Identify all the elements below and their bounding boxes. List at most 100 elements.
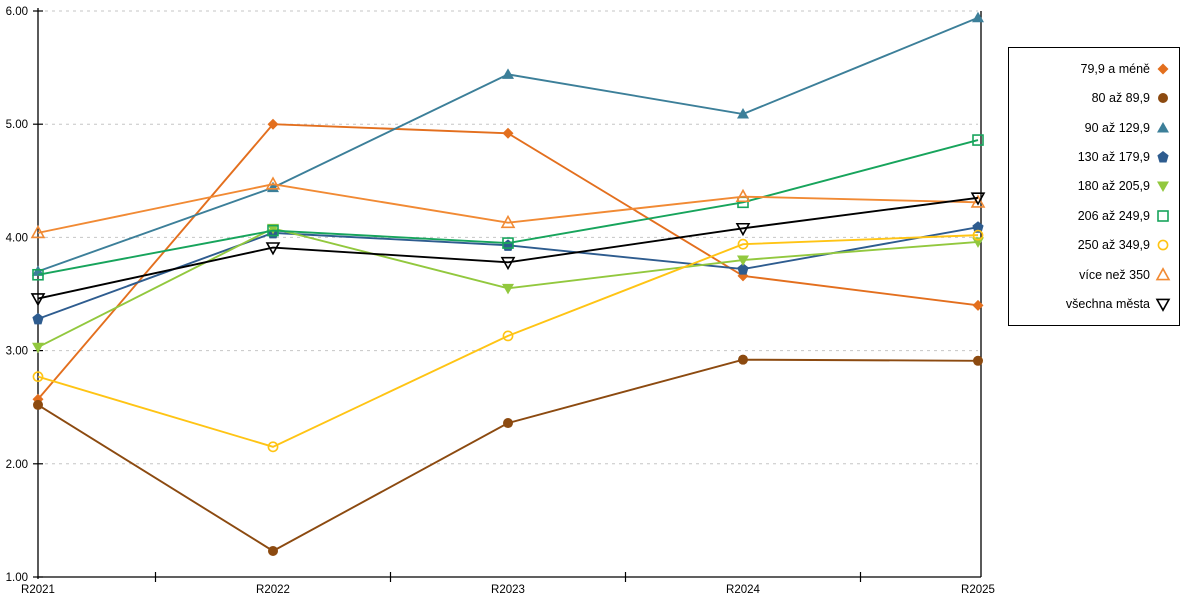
series-80-a-89-9 [33, 354, 983, 556]
legend-item: 250 až 349,9 [1013, 234, 1171, 256]
triangle-down-filled-legend-icon [1157, 181, 1169, 193]
data-point-circle [973, 355, 983, 366]
data-point-triangle-down [972, 237, 984, 248]
x-tick-label: R2023 [491, 584, 525, 596]
series-line [37, 358, 979, 553]
circle-open-legend-icon [1157, 239, 1169, 251]
series-130-a-179-9 [32, 221, 984, 325]
data-point-diamond [267, 118, 279, 130]
data-point-circle [503, 418, 513, 429]
x-tick-label: R2024 [726, 584, 760, 596]
data-point-circle [33, 399, 43, 410]
data-point-pentagon [737, 263, 749, 275]
legend-item: 206 až 249,9 [1013, 205, 1171, 227]
legend-item: 80 až 89,9 [1013, 87, 1171, 109]
legend-item: 180 až 205,9 [1013, 175, 1171, 197]
data-point-triangle-down-open [500, 256, 516, 271]
series-line [37, 196, 979, 300]
data-point-square-open [502, 237, 514, 249]
data-point-square-open [32, 268, 44, 281]
data-point-pentagon [972, 221, 984, 233]
triangle-up-filled-legend-icon [1157, 121, 1169, 133]
data-point-diamond [972, 299, 984, 311]
legend-item: 90 až 129,9 [1013, 117, 1171, 139]
y-tick-label: 2.00 [6, 459, 28, 471]
legend-item-label: všechna města [1065, 297, 1150, 312]
pentagon-filled-legend-icon [1157, 151, 1169, 163]
data-point-triangle-up-open [30, 225, 46, 239]
data-point-square-open [972, 134, 984, 146]
data-point-triangle-down-open [970, 192, 986, 206]
data-point-pentagon [502, 239, 514, 251]
data-point-triangle-down [267, 223, 279, 235]
legend-item: více než 350 [1013, 264, 1171, 286]
data-point-diamond [1157, 63, 1169, 75]
legend-item-label: více než 350 [1079, 267, 1150, 282]
series-line [37, 234, 979, 448]
y-tick-label: 4.00 [6, 232, 28, 244]
data-point-triangle-up-open [1155, 266, 1171, 281]
x-tick-label: R2022 [256, 584, 290, 596]
series-v-echna-m-sta [30, 192, 986, 307]
data-point-circle-open [267, 441, 279, 453]
series-line [37, 183, 979, 234]
data-point-square-open [1157, 210, 1169, 222]
data-point-triangle-down [737, 255, 749, 267]
data-point-square-open [267, 224, 279, 237]
chart-legend: 79,9 a méně 80 až 89,9 90 až 129,9 130 až 1… [1008, 47, 1180, 326]
data-point-triangle-down-open [1155, 298, 1171, 313]
series-206-a-249-9 [32, 134, 984, 281]
legend-item-label: 79,9 a méně [1080, 61, 1151, 76]
legend-item: 79,9 a méně [1013, 58, 1171, 80]
series-180-a-205-9 [32, 223, 984, 354]
data-point-triangle-up [502, 68, 514, 79]
triangle-up-open-legend-icon [1155, 266, 1171, 281]
data-point-triangle-down-open [265, 242, 281, 256]
legend-item-label: 130 až 179,9 [1077, 150, 1150, 165]
data-point-circle [1158, 93, 1168, 104]
data-point-pentagon [32, 312, 44, 325]
data-point-triangle-down [32, 342, 44, 354]
legend-item-label: 250 až 349,9 [1077, 238, 1150, 253]
data-point-circle-open [502, 330, 514, 342]
data-point-triangle-up-open [500, 214, 516, 229]
data-point-triangle-down-open [735, 222, 751, 237]
data-point-pentagon [1157, 151, 1169, 163]
data-point-triangle-down [502, 283, 514, 295]
series-250-a-349-9 [32, 229, 984, 453]
legend-item-label: 90 až 129,9 [1084, 120, 1150, 135]
data-point-circle [268, 545, 278, 556]
data-point-triangle-up [972, 11, 984, 23]
data-point-triangle-down [1157, 181, 1169, 193]
data-point-triangle-up [737, 108, 749, 119]
data-point-circle [738, 354, 748, 365]
x-tick-label: R2021 [21, 584, 55, 596]
data-point-triangle-up-open [970, 194, 986, 208]
y-tick-label: 6.00 [6, 6, 28, 18]
series-line [37, 139, 979, 276]
data-point-circle-open [737, 238, 749, 250]
data-point-circle-open [972, 229, 984, 241]
data-point-circle-open [1157, 239, 1169, 251]
legend-item: 130 až 179,9 [1013, 146, 1171, 168]
data-point-triangle-up-open [265, 176, 281, 190]
data-point-triangle-up [1157, 121, 1169, 133]
y-tick-label: 5.00 [6, 119, 28, 131]
legend-item: všechna města [1013, 293, 1171, 315]
x-tick-label: R2025 [961, 584, 995, 596]
series-v-ce-ne-350 [30, 176, 986, 239]
legend-item-label: 80 až 89,9 [1091, 91, 1150, 106]
legend-item-label: 206 až 249,9 [1077, 208, 1150, 223]
data-point-diamond [502, 127, 514, 139]
y-tick-label: 1.00 [6, 572, 28, 584]
data-point-circle-open [32, 371, 44, 383]
legend-item-label: 180 až 205,9 [1077, 179, 1150, 194]
series-90-a-129-9 [32, 11, 984, 276]
square-open-legend-icon [1157, 210, 1169, 222]
data-point-triangle-up-open [735, 188, 751, 203]
triangle-down-open-legend-icon [1155, 298, 1171, 313]
data-point-triangle-down-open [30, 293, 46, 307]
diamond-filled-legend-icon [1157, 63, 1169, 75]
